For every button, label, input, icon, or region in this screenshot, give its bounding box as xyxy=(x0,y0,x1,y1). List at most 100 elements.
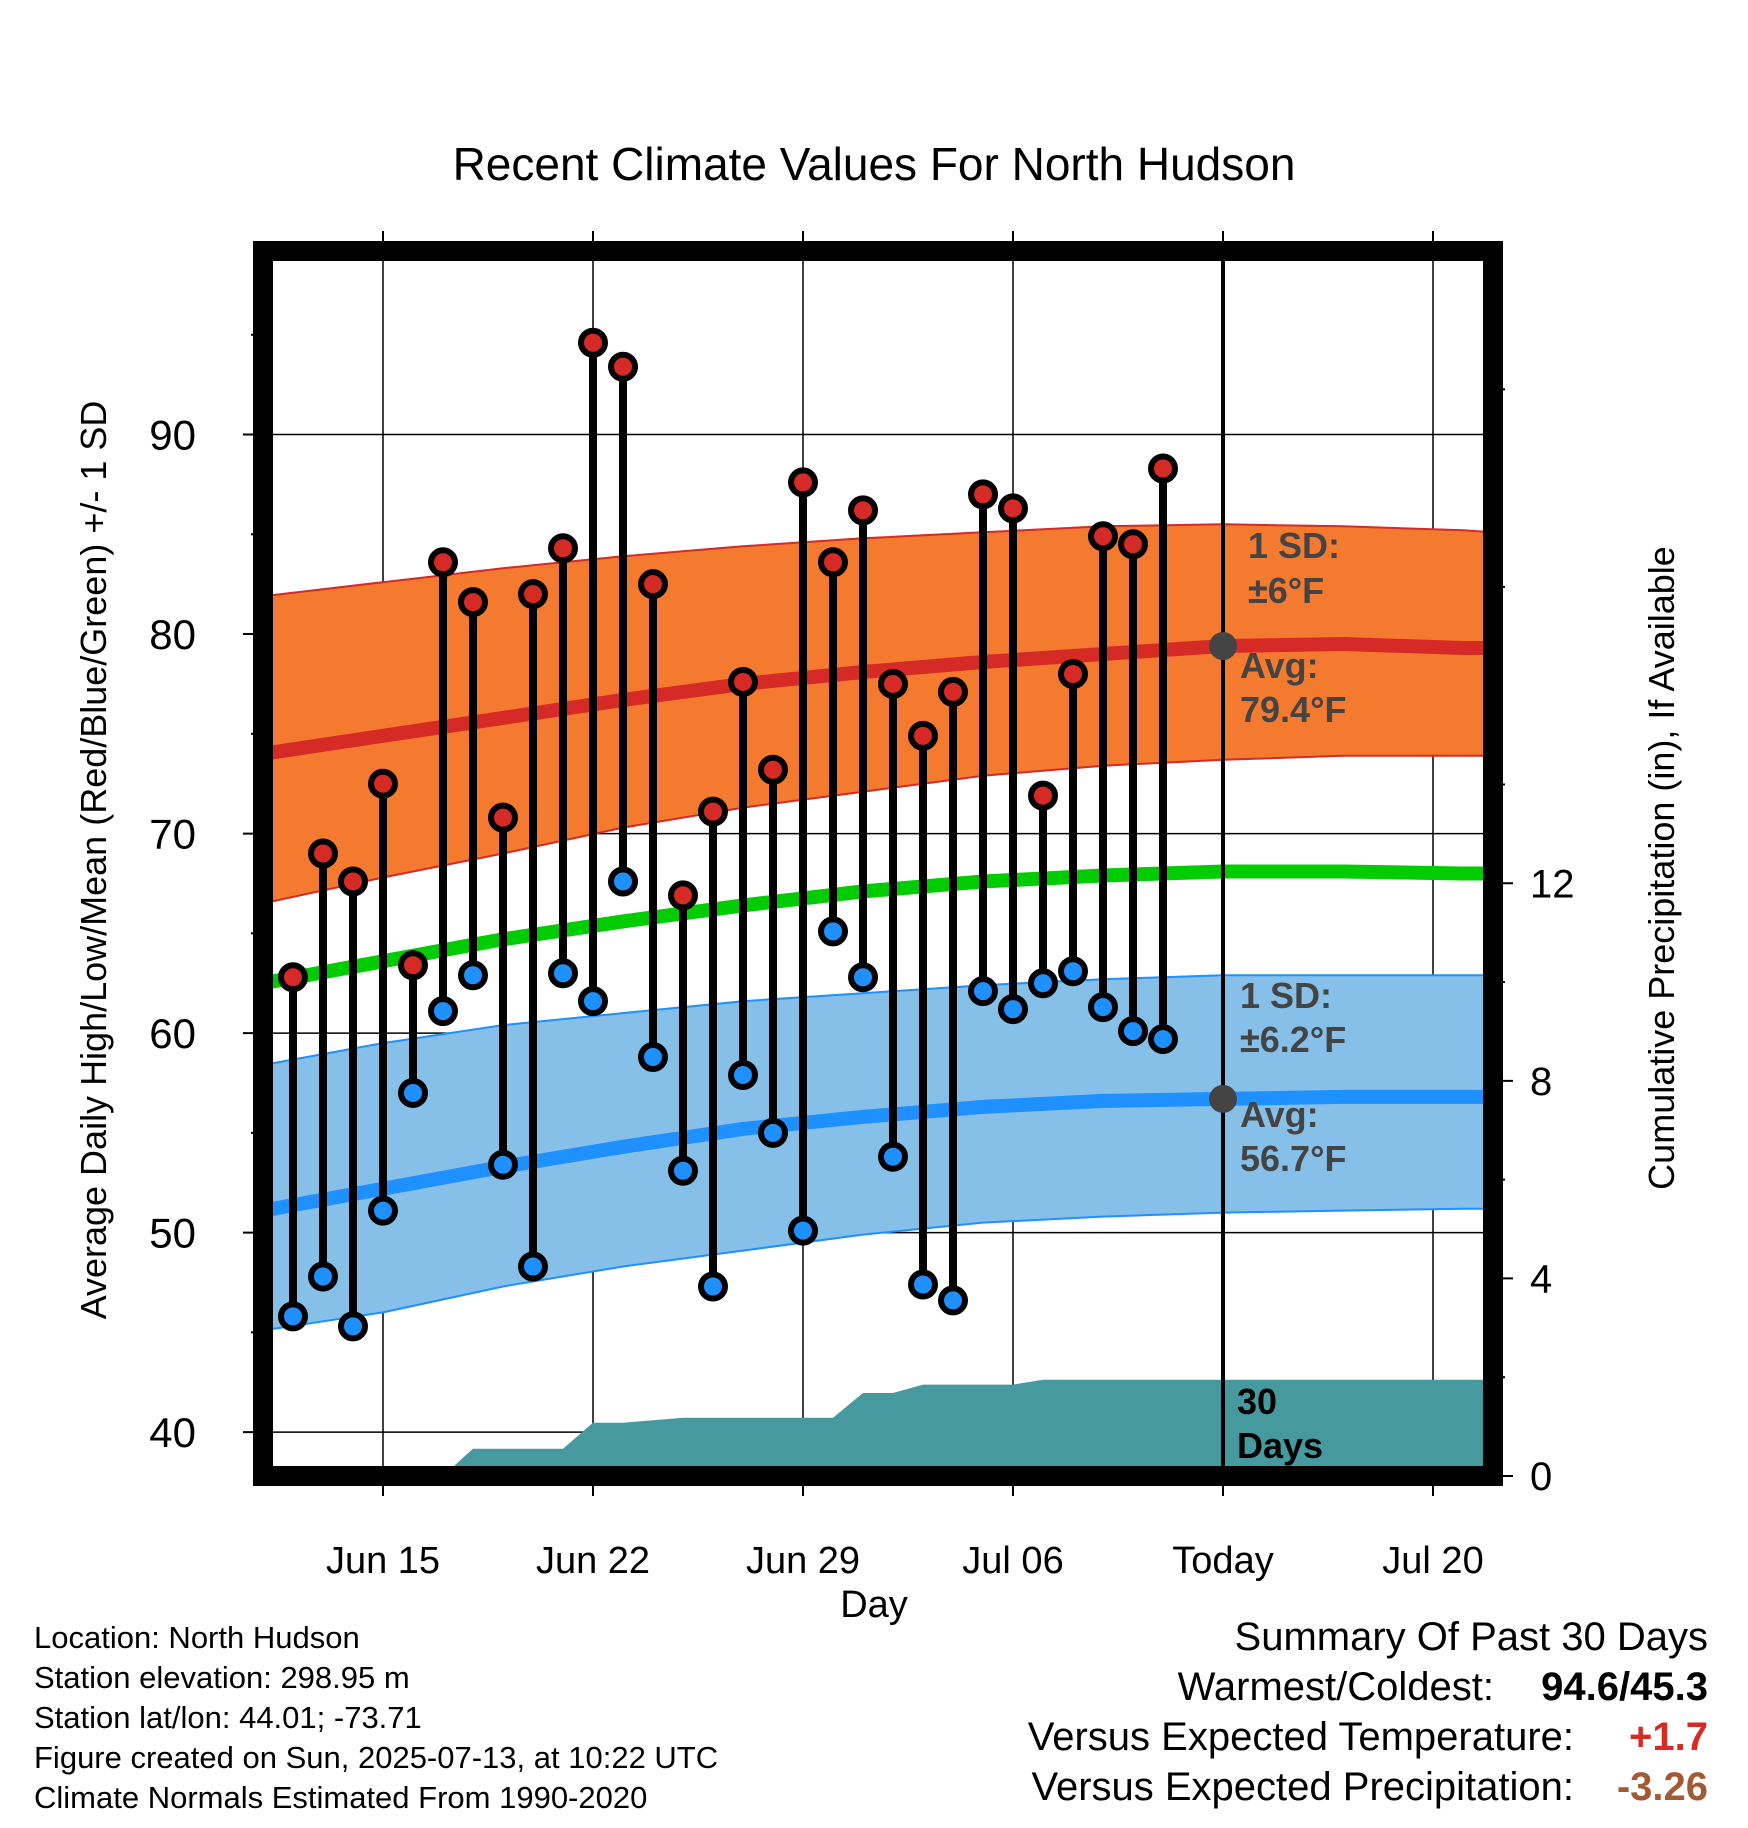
high-point xyxy=(848,495,878,526)
high-point xyxy=(428,547,458,578)
high-point xyxy=(1088,521,1118,552)
low-point xyxy=(548,958,578,989)
y-tick-label: 90 xyxy=(149,412,196,459)
today-high-avg-marker xyxy=(1209,632,1237,661)
high-point xyxy=(668,880,698,911)
high-point xyxy=(698,796,728,827)
high-point xyxy=(638,569,668,600)
high-point xyxy=(308,838,338,869)
low-point xyxy=(608,866,638,897)
low-point xyxy=(668,1155,698,1186)
high-point xyxy=(818,547,848,578)
warm-cold-label: Warmest/Coldest: xyxy=(1177,1665,1494,1709)
y-tick-label: 40 xyxy=(149,1409,196,1456)
low-point xyxy=(488,1149,518,1180)
window-label-2: Days xyxy=(1237,1425,1323,1466)
low-point xyxy=(998,994,1028,1025)
low-sd-label-1: 1 SD: xyxy=(1240,975,1332,1016)
high-point xyxy=(278,962,308,993)
high-point xyxy=(548,533,578,564)
low-point xyxy=(758,1117,788,1148)
low-point xyxy=(788,1215,818,1246)
high-point xyxy=(788,467,818,498)
low-point xyxy=(1118,1016,1148,1047)
high-point xyxy=(1028,780,1058,811)
observations-layer xyxy=(278,327,1178,1342)
temp-versus-value: +1.7 xyxy=(1629,1715,1708,1759)
band-layer xyxy=(263,523,1493,1476)
summary-title: Summary Of Past 30 Days xyxy=(1234,1615,1708,1659)
high-sd-label-1: 1 SD: xyxy=(1248,525,1340,566)
low-point xyxy=(698,1271,728,1302)
high-point xyxy=(1118,529,1148,560)
high-point xyxy=(488,802,518,833)
high-sd-label-2: ±6°F xyxy=(1248,570,1324,611)
low-point xyxy=(578,986,608,1017)
low-point xyxy=(338,1311,368,1342)
high-point xyxy=(518,579,548,610)
y-tick-label: 80 xyxy=(149,611,196,658)
summary-temp-row: Versus Expected Temperature: +1.7 xyxy=(1028,1712,1708,1762)
y2-tick-label: 4 xyxy=(1530,1257,1552,1301)
high-point xyxy=(968,479,998,510)
low-point xyxy=(728,1059,758,1090)
y2-tick-label: 0 xyxy=(1530,1455,1552,1499)
high-point xyxy=(908,720,938,751)
x-tick-label: Jun 22 xyxy=(536,1540,650,1582)
high-avg-label-1: Avg: xyxy=(1240,645,1319,686)
warm-cold-value: 94.6/45.3 xyxy=(1541,1665,1708,1709)
y2-tick-label: 12 xyxy=(1530,862,1575,906)
high-point xyxy=(878,668,908,699)
low-sd-label-2: ±6.2°F xyxy=(1240,1019,1346,1060)
plot-frame xyxy=(253,241,1503,1486)
window-label-1: 30 xyxy=(1237,1381,1277,1422)
low-point xyxy=(878,1141,908,1172)
low-point xyxy=(428,996,458,1027)
high-point xyxy=(1058,658,1088,689)
high-point xyxy=(608,351,638,382)
y-tick-label: 70 xyxy=(149,811,196,858)
low-point xyxy=(518,1251,548,1282)
high-point xyxy=(398,950,428,981)
today-low-avg-marker xyxy=(1209,1084,1237,1113)
low-point xyxy=(398,1077,428,1108)
high-avg-label-2: 79.4°F xyxy=(1240,689,1346,730)
high-point xyxy=(368,768,398,799)
y-axis-label: Average Daily High/Low/Mean (Red/Blue/Gr… xyxy=(73,401,114,1320)
low-point xyxy=(308,1261,338,1292)
low-point xyxy=(908,1269,938,1300)
high-point xyxy=(338,866,368,897)
high-point xyxy=(458,587,488,618)
low-point xyxy=(818,916,848,947)
mean-normal-line xyxy=(263,864,1493,991)
y-tick-label: 60 xyxy=(149,1010,196,1057)
precip-area xyxy=(263,1379,1493,1476)
x-axis-label: Day xyxy=(840,1584,908,1626)
summary-panel: Summary Of Past 30 Days Warmest/Coldest:… xyxy=(1028,1612,1708,1812)
location-text: Location: North Hudson xyxy=(34,1620,360,1655)
low-point xyxy=(638,1042,668,1073)
x-tick-label: Jun 15 xyxy=(326,1540,440,1582)
chart-title: Recent Climate Values For North Hudson xyxy=(453,138,1296,190)
latlon-text: Station lat/lon: 44.01; -73.71 xyxy=(34,1700,422,1735)
low-point xyxy=(1148,1024,1178,1055)
x-tick-label: Jul 06 xyxy=(962,1540,1063,1582)
low-point xyxy=(1088,992,1118,1023)
precip-versus-label: Versus Expected Precipitation: xyxy=(1031,1765,1574,1809)
high-point xyxy=(998,493,1028,524)
y-tick-label: 50 xyxy=(149,1210,196,1257)
low-point xyxy=(1058,956,1088,987)
low-point xyxy=(848,962,878,993)
x-tick-label: Jul 20 xyxy=(1382,1540,1483,1582)
high-normal-line xyxy=(263,636,1493,761)
high-point xyxy=(938,676,968,707)
low-avg-label-2: 56.7°F xyxy=(1240,1138,1346,1179)
low-point xyxy=(368,1195,398,1226)
low-point xyxy=(938,1285,968,1316)
high-point xyxy=(1148,453,1178,484)
low-point xyxy=(968,976,998,1007)
normals-text: Climate Normals Estimated From 1990-2020 xyxy=(34,1780,648,1815)
created-text: Figure created on Sun, 2025-07-13, at 10… xyxy=(34,1740,719,1775)
